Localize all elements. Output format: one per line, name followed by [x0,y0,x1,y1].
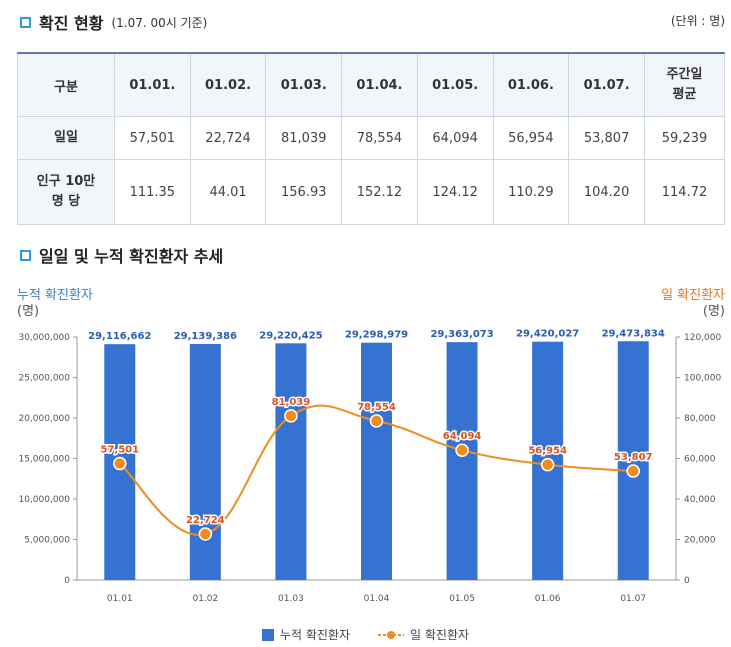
legend-item-cumulative[interactable]: 누적 확진환자 [261,626,351,643]
legend-item-daily[interactable]: 일 확진환자 [378,626,469,643]
table-row: 인구 10만 명 당 111.35 44.01 156.93 152.12 12… [17,159,725,225]
table-header-cell: 01.03. [265,52,343,117]
table-cell: 114.72 [644,159,725,225]
table-cell: 59,239 [644,116,725,160]
x-tick-label: 01.07 [620,594,646,604]
section-status-header: 확진 현황 (1.07. 00시 기준) [20,10,207,34]
table-cell: 44.01 [189,159,267,225]
section-status-title: 확진 현황 [39,14,104,33]
left-tick-label: 30,000,000 [18,333,70,343]
daily-point [284,409,298,423]
daily-value-label: 64,094 [443,431,482,442]
daily-point [369,414,384,428]
left-tick-label: 15,000,000 [18,455,70,465]
daily-point [540,457,555,472]
table-header-cell: 01.05. [416,52,494,117]
cumulative-bar [361,342,392,580]
legend-bar-swatch [261,628,274,641]
daily-point [198,527,213,541]
right-axis-title-text: 일 확진환자 [661,288,725,303]
bar-value-label: 29,298,979 [345,330,408,341]
daily-value-label: 78,554 [357,402,396,413]
chart-legend: 누적 확진환자 일 확진환자 [0,626,731,643]
table-cell: 111.35 [114,159,191,225]
cumulative-bar [446,342,478,580]
table-cell: 156.93 [265,159,343,225]
daily-value-label: 56,954 [528,446,567,457]
unit-label: (단위 : 명) [670,14,725,28]
left-tick-label: 0 [64,576,70,586]
row-label-line: 명 당 [51,194,81,209]
left-tick-label: 10,000,000 [18,495,70,505]
table-header-row: 구분 01.01. 01.02. 01.03. 01.04. 01.05. 01… [17,52,725,117]
legend-label: 누적 확진환자 [279,628,351,642]
daily-point [113,456,127,471]
right-axis-title: 일 확진환자 (명) [661,288,725,320]
daily-value-label: 81,039 [272,397,311,408]
x-tick-label: 01.01 [107,594,133,604]
status-table: 구분 01.01. 01.02. 01.03. 01.04. 01.05. 01… [17,52,725,225]
header-line: 주간일 [666,67,703,82]
daily-point [455,443,469,457]
row-label: 인구 10만 명 당 [17,159,115,225]
x-tick-label: 01.05 [449,594,475,604]
table-header-weekly-avg: 주간일 평균 [644,52,725,117]
section-trend-header: 일일 및 누적 확진환자 추세 [20,243,223,267]
legend-label: 일 확진환자 [410,628,470,642]
right-tick-label: 100,000 [684,374,721,384]
left-axis-title: 누적 확진환자 (명) [17,288,93,320]
table-cell: 78,554 [341,116,418,160]
legend-line-swatch [378,630,405,639]
x-tick-label: 01.02 [192,594,218,604]
daily-value-label: 57,501 [100,445,139,456]
section-trend-title: 일일 및 누적 확진환자 추세 [39,247,224,266]
bar-value-label: 29,116,662 [88,331,151,342]
left-tick-label: 25,000,000 [18,374,70,384]
table-header-cell: 01.04. [341,52,418,117]
table-header-cell: 01.06. [492,52,570,117]
right-tick-label: 40,000 [684,495,716,505]
table-header-cell: 01.07. [568,52,645,117]
right-tick-label: 120,000 [684,333,721,343]
bar-value-label: 29,220,425 [259,330,322,341]
table-cell: 53,807 [568,116,645,160]
bar-value-label: 29,473,834 [602,328,665,339]
row-label: 일일 [17,116,115,160]
bar-value-label: 29,139,386 [174,331,237,342]
table-cell: 57,501 [114,116,191,160]
table-header-cell: 01.02. [189,52,267,117]
section-status-subtitle: (1.07. 00시 기준) [111,15,208,30]
right-axis-unit: (명) [702,304,725,319]
table-cell: 104.20 [568,159,645,225]
cumulative-bar [275,343,307,580]
x-tick-label: 01.04 [364,594,390,604]
daily-point [626,464,640,478]
bar-value-label: 29,363,073 [430,329,493,340]
x-tick-label: 01.06 [535,594,561,604]
bar-value-label: 29,420,027 [516,329,579,340]
section-square-icon [20,249,31,261]
cumulative-bar [617,341,649,580]
table-cell: 22,724 [189,116,267,160]
row-label-line: 인구 10만 [36,174,96,189]
table-cell: 81,039 [265,116,343,160]
right-tick-label: 60,000 [684,455,716,465]
header-line: 평균 [672,87,697,102]
table-cell: 124.12 [416,159,494,225]
left-axis-unit: (명) [17,304,40,319]
table-header-cell: 01.01. [114,52,191,117]
x-tick-label: 01.03 [278,594,304,604]
left-tick-label: 5,000,000 [24,536,70,546]
left-tick-label: 20,000,000 [18,414,70,424]
daily-value-label: 22,724 [186,515,225,526]
right-tick-label: 20,000 [684,536,716,546]
right-tick-label: 0 [684,576,690,586]
table-header-cell: 구분 [17,52,115,117]
right-tick-label: 80,000 [684,414,716,424]
cumulative-bar [189,343,221,580]
daily-value-label: 53,807 [614,452,653,463]
left-axis-title-text: 누적 확진환자 [17,288,93,303]
section-square-icon [20,16,31,28]
